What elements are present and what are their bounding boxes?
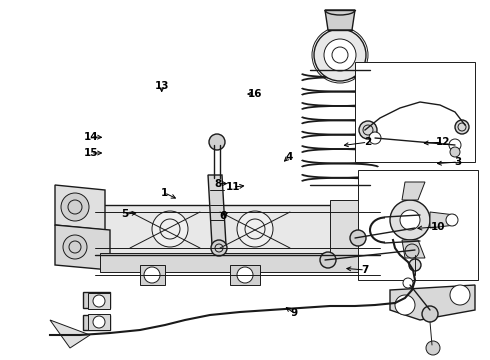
Polygon shape (208, 175, 226, 245)
Text: 9: 9 (291, 308, 297, 318)
Polygon shape (83, 292, 110, 308)
Circle shape (369, 132, 381, 144)
Circle shape (209, 134, 225, 150)
Circle shape (449, 139, 461, 151)
Circle shape (63, 235, 87, 259)
Polygon shape (325, 10, 355, 30)
Circle shape (400, 210, 420, 230)
Circle shape (426, 341, 440, 355)
Polygon shape (330, 200, 385, 255)
Circle shape (237, 211, 273, 247)
Circle shape (359, 121, 377, 139)
Circle shape (320, 252, 336, 268)
Text: 10: 10 (431, 222, 446, 232)
Circle shape (395, 295, 415, 315)
Circle shape (450, 285, 470, 305)
Circle shape (211, 240, 227, 256)
Circle shape (61, 193, 89, 221)
Circle shape (409, 259, 421, 271)
Circle shape (89, 315, 103, 329)
Text: 3: 3 (455, 157, 462, 167)
Polygon shape (140, 265, 165, 285)
Bar (88, 293, 110, 309)
Polygon shape (50, 320, 90, 348)
Text: 8: 8 (215, 179, 221, 189)
Circle shape (455, 120, 469, 134)
Circle shape (152, 211, 188, 247)
Circle shape (237, 267, 253, 283)
Circle shape (350, 230, 366, 246)
Circle shape (403, 278, 413, 288)
Text: 11: 11 (225, 182, 240, 192)
Text: 7: 7 (361, 265, 369, 275)
Text: 5: 5 (122, 209, 128, 219)
Text: 1: 1 (161, 188, 168, 198)
Polygon shape (55, 225, 110, 270)
Text: 16: 16 (247, 89, 262, 99)
Circle shape (446, 214, 458, 226)
Polygon shape (95, 205, 380, 255)
Circle shape (89, 293, 103, 307)
Polygon shape (402, 240, 425, 258)
Circle shape (450, 147, 460, 157)
Circle shape (314, 29, 366, 81)
Polygon shape (100, 253, 375, 272)
Circle shape (405, 244, 419, 258)
Circle shape (93, 295, 105, 307)
Circle shape (144, 267, 160, 283)
Text: 13: 13 (154, 81, 169, 91)
Text: 2: 2 (364, 137, 371, 147)
Text: 15: 15 (83, 148, 98, 158)
Bar (355, 62, 475, 162)
Text: 6: 6 (220, 211, 226, 221)
Bar (358, 170, 478, 280)
Polygon shape (55, 185, 105, 230)
Polygon shape (402, 182, 425, 200)
Polygon shape (83, 315, 110, 330)
Circle shape (324, 39, 356, 71)
Circle shape (422, 306, 438, 322)
Text: 14: 14 (83, 132, 98, 142)
Circle shape (93, 316, 105, 328)
Polygon shape (390, 285, 475, 320)
Text: 4: 4 (285, 152, 293, 162)
Polygon shape (430, 212, 455, 228)
Circle shape (390, 200, 430, 240)
Text: 12: 12 (436, 137, 451, 147)
Bar (88, 314, 110, 330)
Polygon shape (230, 265, 260, 285)
